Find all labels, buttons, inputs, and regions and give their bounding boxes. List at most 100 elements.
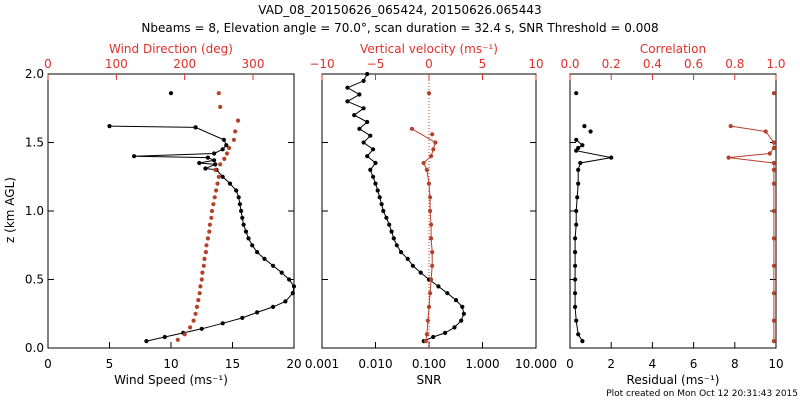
data-point-bottom [391,236,396,241]
data-point-bottom [107,124,112,129]
y-tick-label: 0.5 [25,273,44,287]
series-line-top [411,128,436,342]
data-point-bottom [365,71,370,77]
data-point-top [205,236,210,241]
data-point-bottom [250,243,255,248]
data-point-bottom [398,250,404,255]
data-point-top [196,298,201,303]
x-bottom-tick-label: 20 [286,357,301,371]
x-top-tick-label: 0 [425,57,433,71]
data-point-bottom [290,291,295,296]
data-point-top [425,318,430,323]
data-point-top [428,291,433,296]
data-point-bottom [381,208,386,214]
data-point-top [771,339,777,344]
data-point-bottom [574,318,579,323]
data-point-bottom [418,270,423,275]
data-point-top [224,151,230,156]
data-point-top [201,263,206,268]
data-point-bottom [345,85,350,90]
data-point-bottom [405,256,410,261]
data-point-top [771,91,777,96]
data-point-bottom [461,311,466,316]
data-point-top [430,132,435,137]
data-point-top [726,155,731,160]
data-point-top [200,270,205,275]
data-point-bottom [357,126,362,131]
y-tick-label: 2.0 [25,67,44,81]
data-point-top [214,188,219,193]
data-point-bottom [162,334,167,340]
data-point-top [227,145,232,151]
data-point-top [209,215,214,220]
data-point-top [216,174,221,179]
data-point-bottom [373,160,378,166]
data-point-bottom [431,334,436,340]
data-point-bottom [212,158,217,163]
data-point-top [203,250,208,255]
x-top-axis-label: Correlation [640,42,706,56]
data-point-top [218,162,223,167]
data-point-top [767,151,772,156]
data-point-top [771,160,777,166]
data-point-top [428,195,433,200]
data-point-top [182,332,187,337]
data-point-bottom [371,147,376,152]
x-bottom-tick-label: 1.000 [465,357,499,371]
data-point-bottom [373,181,378,186]
data-point-top [426,91,432,96]
data-point-top [428,208,433,214]
data-point-bottom [384,215,389,220]
panel-wind: 0 5 10 15 20 Wind Speed (ms⁻¹) 0 100 200 300 Wind … [25,42,302,387]
data-point-top [429,277,434,282]
data-point-bottom [197,160,202,166]
data-point-bottom [205,155,210,160]
data-point-bottom [240,315,245,320]
data-point-top [429,222,434,227]
figure-title-line2: Nbeams = 8, Elevation angle = 70.0°, sca… [141,21,658,35]
data-point-bottom [246,236,251,241]
data-point-bottom [283,299,288,304]
x-top-tick-label: 1.0 [766,57,785,71]
x-top-tick-label: 5 [479,57,487,71]
x-top-tick-label: 0.4 [643,57,662,71]
x-top-tick-label: 10 [528,57,543,71]
x-top-tick-label: 100 [105,57,128,71]
data-point-bottom [452,325,457,330]
data-point-bottom [453,298,459,303]
data-point-top [175,337,180,342]
x-bottom-tick-label: 15 [225,357,240,371]
x-top-tick-label: 0.0 [560,57,579,71]
data-point-top [211,202,216,207]
data-point-bottom [365,154,370,159]
data-point-top [194,304,200,309]
data-point-bottom [262,256,267,261]
data-point-bottom [588,129,593,134]
x-bottom-axis-label: Residual (ms⁻¹) [627,373,720,387]
data-point-top [199,277,204,282]
data-point-bottom [379,202,384,207]
data-point-bottom [436,284,441,289]
data-point-top [235,118,241,123]
data-point-top [204,243,209,248]
panel-residual: 0 2 4 6 8 10 Residual (ms⁻¹) 0.0 0.2 0.4 0.6 0.8 1.0… [560,42,785,387]
data-point-bottom [574,137,579,142]
series-line-bottom [574,139,612,342]
x-bottom-tick-label: 0.001 [305,357,339,371]
data-point-bottom [240,215,245,220]
data-point-bottom [212,151,217,156]
y-tick-label: 1.0 [25,204,44,218]
data-point-top [429,236,434,241]
data-point-top [431,147,436,152]
x-top-axis-label: Wind Direction (deg) [109,42,233,56]
data-point-bottom [387,222,392,227]
data-point-bottom [371,174,376,179]
panel-frame [47,73,295,349]
data-point-top [771,167,777,172]
x-top-tick-label: 0.6 [684,57,703,71]
data-point-top [198,284,203,289]
data-point-top [193,311,198,316]
data-point-bottom [213,162,218,167]
data-point-bottom [255,310,260,315]
data-point-bottom [220,321,225,326]
